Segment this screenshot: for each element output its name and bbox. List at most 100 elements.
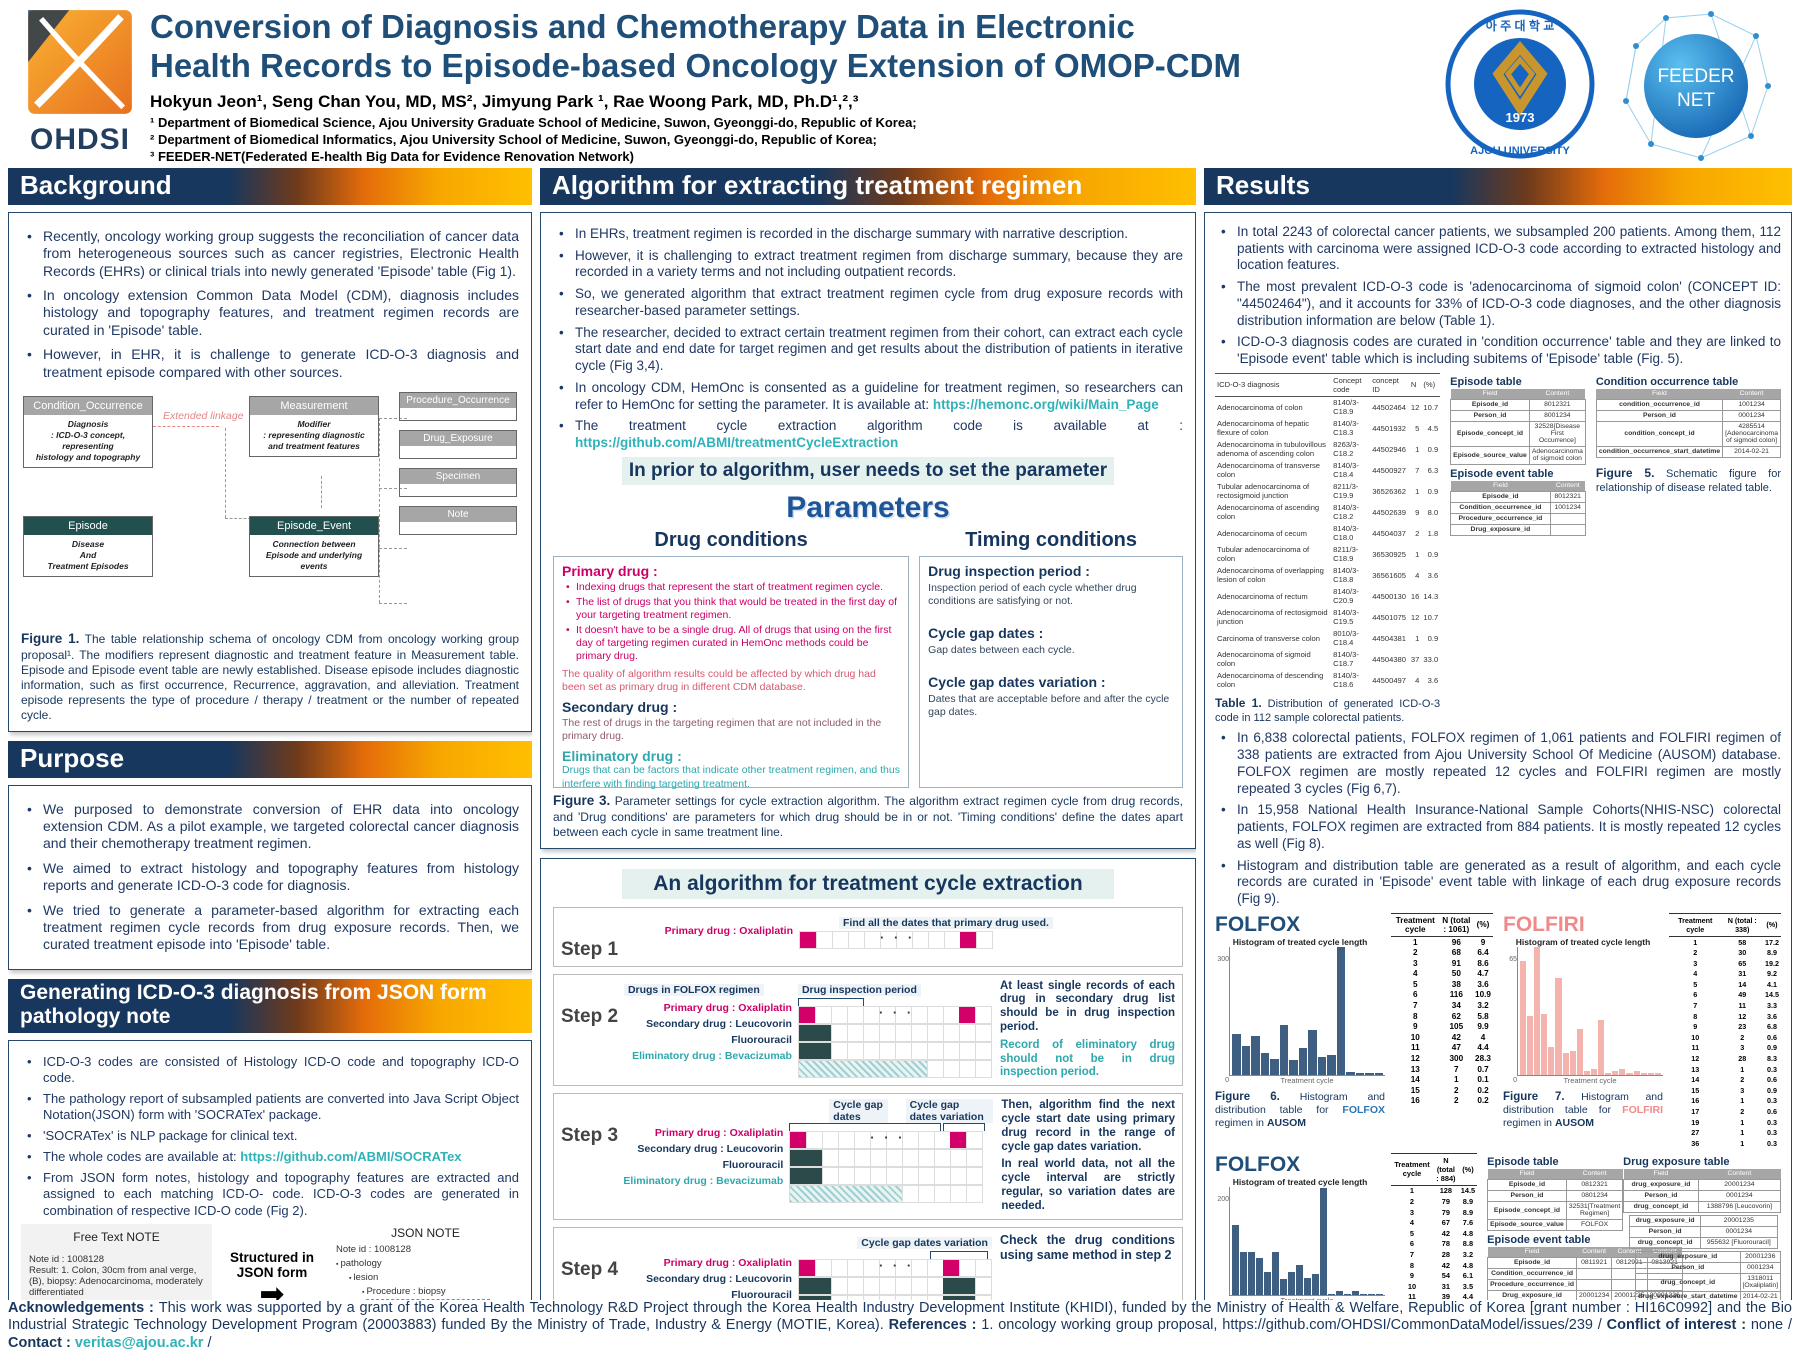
fig3-caption: Figure 3. Parameter settings for cycle e… <box>553 792 1183 839</box>
affiliation-line: ² Department of Biomedical Informatics, … <box>150 131 877 147</box>
right-arrow-icon: ➡ <box>259 1277 285 1300</box>
timing-conditions: Timing conditions Drug inspection period… <box>919 529 1183 788</box>
fig1-episode-event: Episode_Event Connection between Episode… <box>249 515 379 578</box>
bullet: In EHRs, treatment regimen is recorded i… <box>553 226 1183 243</box>
fig2-flow: Free Text NOTE Note id : 1008128 Result:… <box>21 1223 519 1300</box>
drug-row-label: Eliminatory drug : Bevacizumab <box>632 1049 792 1062</box>
drug-row-label: Fluorouracil <box>731 1033 792 1046</box>
background-bullets: Recently, oncology working group suggest… <box>21 228 519 381</box>
fig7: FOLFIRI Histogram of treated cycle lengt… <box>1503 912 1781 1149</box>
footer-segment: 1. oncology working group proposal, http… <box>981 1317 1607 1334</box>
footer-segment: / <box>203 1334 212 1350</box>
primary-drug-label: Primary drug : <box>562 562 658 579</box>
ohdsi-logo-text: OHDSI <box>29 123 130 156</box>
step-3: Step 3 Primary drug : Oxaliplatin Seconda… <box>553 1093 1183 1220</box>
fig7-histogram <box>1517 946 1663 1076</box>
affiliations: ¹ Department of Biomedical Science, Ajou… <box>150 115 1410 166</box>
parameter-banner: In prior to algorithm, user needs to set… <box>622 456 1114 485</box>
bullet: We tried to generate a parameter-based a… <box>21 902 519 954</box>
bullet: The treatment cycle extraction algorithm… <box>553 418 1183 451</box>
drug-row-label: Eliminatory drug : Bevacizumab <box>623 1175 784 1188</box>
icd-bullets: ICD-O-3 codes are consisted of Histology… <box>21 1054 519 1219</box>
fig1-side-table: Drug_Exposure <box>399 429 517 459</box>
fig1-episode: Episode Disease And Treatment Episodes <box>23 515 153 578</box>
step3-drugs: Primary drug : Oxaliplatin Secondary drug… <box>623 1125 783 1189</box>
drug-row-label: Fluorouracil <box>722 1159 784 1172</box>
timing-item: Drug inspection period : Inspection peri… <box>928 562 1137 608</box>
fig2-arrow: Structured in JSON form ➡ <box>212 1224 332 1300</box>
primary-drug-bullets: Indexing drugs that represent the start … <box>562 581 900 664</box>
bullet: ICD-O-3 codes are consisted of Histology… <box>21 1054 519 1086</box>
bullet: The whole codes are available at: https:… <box>21 1149 519 1165</box>
bullet: However, it is challenging to extract tr… <box>553 248 1183 281</box>
step4-drugs: Primary drug : Oxaliplatin Secondary drug… <box>624 1255 792 1300</box>
table1: ICD-O-3 diagnosis Concept code concept ID N… <box>1215 372 1441 726</box>
svg-text:AJOU UNIVERSITY: AJOU UNIVERSITY <box>1470 145 1570 157</box>
footer-segment: References : <box>888 1317 982 1334</box>
step4-grid-primary: · · · <box>797 1258 992 1277</box>
right-column: Results In total 2243 of colorectal canc… <box>1204 168 1792 1300</box>
parameters-title: Parameters <box>786 490 950 524</box>
footer-acknowledgements: Acknowledgements : This work was support… <box>8 1300 1792 1350</box>
json-tree-item: pathology <box>336 1257 515 1271</box>
header: OHDSI Conversion of Diagnosis and Chemot… <box>0 0 1800 166</box>
bullet: In total 2243 of colorectal cancer patie… <box>1215 224 1781 274</box>
algo-steps-title: An algorithm for treatment cycle extract… <box>622 868 1114 899</box>
step2-drugs: Primary drug : Oxaliplatin Secondary drug… <box>624 1000 792 1064</box>
purpose-box: We purposed to demonstrate conversion of… <box>8 784 532 970</box>
middle-column: Algorithm for extracting treatment regim… <box>540 168 1196 1300</box>
fig1-diagram: Extended linkage Condition_Occurrence Di… <box>21 388 519 626</box>
timing-item: Cycle gap dates : Gap dates between each… <box>928 625 1075 657</box>
feeder-net-logo: FEEDER NET <box>1623 11 1771 161</box>
drug-row-label: Secondary drug : Leucovorin <box>637 1143 784 1156</box>
algorithm-box: In EHRs, treatment regimen is recorded i… <box>540 212 1196 849</box>
fig6: FOLFOX Histogram of treated cycle length… <box>1215 912 1493 1149</box>
step1-grid: · · · <box>799 930 993 949</box>
eliminatory-drug-label: Eliminatory drug : <box>562 748 682 765</box>
primary-bullet: It doesn't have to be a single drug. All… <box>562 624 900 663</box>
ohdsi-logo: OHDSI <box>20 8 140 157</box>
fig1-side-table: Specimen <box>399 467 517 497</box>
svg-text:아 주 대 학 교: 아 주 대 학 교 <box>1486 18 1555 33</box>
bullet: The most prevalent ICD-O-3 code is 'aden… <box>1215 279 1781 329</box>
results-box: In total 2243 of colorectal cancer patie… <box>1204 212 1792 1300</box>
fig1-caption: Figure 1. The table relationship schema … <box>21 630 519 722</box>
fig1-measurement: Measurement Modifier : representing diag… <box>249 395 379 458</box>
section-header-icd: Generating ICD-O-3 diagnosis from JSON f… <box>8 978 532 1033</box>
fig7-table: Treatment cycle N (total : 338) (%) 1 58 17.2… <box>1669 912 1781 1149</box>
footer-segment: Acknowledgements : <box>8 1300 159 1316</box>
footer-segment: This work was supported by a grant of th… <box>8 1300 1792 1334</box>
fig6-table: Treatment cycle N (total : 1061) (%) 1 96 9 2 6… <box>1391 912 1493 1131</box>
section-header-background: Background <box>8 168 532 205</box>
fig5-condition-table: Condition occurrence table Field Content c… <box>1595 375 1781 494</box>
background-box: Recently, oncology working group suggest… <box>8 212 532 732</box>
drug-row-label: Secondary drug : Leucovorin <box>646 1272 792 1285</box>
footer-segment: veritas@ajou.ac.kr <box>74 1334 204 1350</box>
fig1-condition-occurrence: Condition_Occurrence Diagnosis : ICD-O-3… <box>23 395 153 469</box>
bullet: Histogram and distribution table are gen… <box>1215 858 1781 908</box>
fig1-right-tables: Procedure_Occurrence Drug_Exposure Specime… <box>399 391 517 544</box>
bullet: In oncology extension Common Data Model … <box>21 287 519 339</box>
bullet: From JSON form notes, histology and topo… <box>21 1170 519 1218</box>
drug-row-label: Primary drug : Oxaliplatin <box>663 1256 792 1269</box>
extended-linkage-label: Extended linkage <box>163 409 244 422</box>
algorithm-bullets: In EHRs, treatment regimen is recorded i… <box>553 226 1183 452</box>
secondary-drug-text: The rest of drugs in the targeting regim… <box>562 716 882 743</box>
bullet: In 6,838 colorectal patients, FOLFOX reg… <box>1215 730 1781 797</box>
primary-drug-note: The quality of algorithm results could b… <box>562 667 876 694</box>
footer-segment: Contact : <box>8 1334 75 1350</box>
footer-segment: Conflict of interest : <box>1606 1317 1751 1334</box>
bullet: In 15,958 National Health Insurance-Nati… <box>1215 802 1781 852</box>
algo-steps-box: An algorithm for treatment cycle extract… <box>540 857 1196 1300</box>
bullet: The researcher, decided to extract certa… <box>553 325 1183 375</box>
secondary-drug-label: Secondary drug : <box>562 698 678 715</box>
step2-grid-primary: · · · <box>797 1005 992 1024</box>
fig6-histogram <box>1229 946 1385 1076</box>
primary-bullet: The list of drugs that you think that wo… <box>562 596 900 622</box>
timing-list: Drug inspection period : Inspection peri… <box>919 555 1183 788</box>
section-header-purpose: Purpose <box>8 740 532 778</box>
json-tree-item: lesion <box>349 1271 515 1285</box>
bullet: We purposed to demonstrate conversion of… <box>21 801 519 853</box>
bullet: ICD-O-3 diagnosis codes are curated in '… <box>1215 334 1781 367</box>
poster-authors: Hokyun Jeon¹, Seng Chan You, MD, MS², Ji… <box>150 91 859 111</box>
